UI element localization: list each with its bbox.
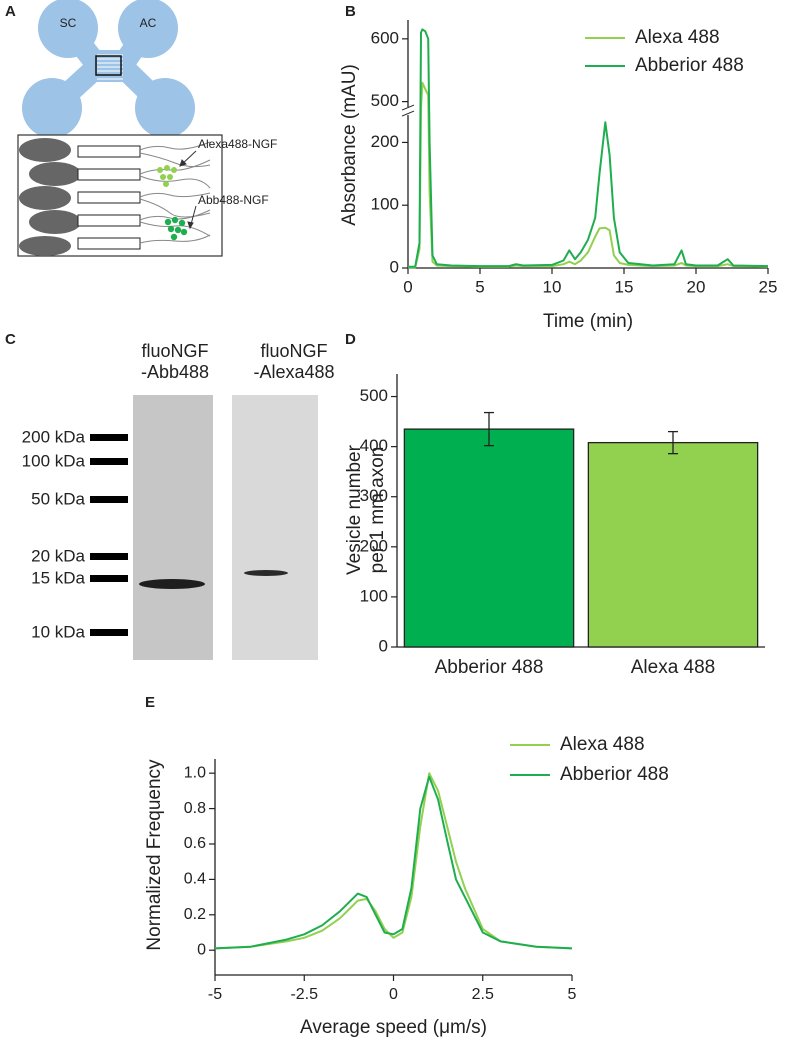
y-tick-label: 0.8 (184, 800, 206, 817)
legend-label: Alexa 488 (560, 734, 645, 755)
y-tick-label: 400 (360, 436, 388, 455)
bar (403, 428, 575, 648)
device-schematic (22, 0, 195, 138)
y-tick-label: 1.0 (184, 764, 206, 781)
y-tick-label: 100 (360, 586, 388, 605)
lane-label: fluoNGF (141, 341, 208, 361)
lane-label: fluoNGF (260, 341, 327, 361)
bar (587, 441, 759, 648)
y-tick-label: 0.2 (184, 906, 206, 923)
marker-label: 15 kDa (31, 568, 85, 587)
legend-label: Abberior 488 (635, 55, 744, 76)
x-tick-label: -2.5 (290, 986, 318, 1003)
legend-label: Abberior 488 (560, 764, 669, 785)
y-tick-label: 0 (390, 257, 399, 276)
x-tick-label: 0 (403, 277, 412, 296)
axis-break (402, 107, 414, 116)
series-line (408, 28, 769, 268)
y-tick-label: 500 (360, 386, 388, 405)
y-tick-label: 0.6 (184, 835, 206, 852)
marker-label: 20 kDa (31, 546, 85, 565)
y-tick-label: 0 (379, 636, 388, 655)
y-tick-label: 600 (371, 28, 399, 47)
y-tick-label: 100 (371, 195, 399, 214)
panel-letter: E (145, 694, 155, 711)
callout-label: Abb488-NGF (198, 193, 269, 207)
callout-label: Alexa488-NGF (198, 137, 277, 151)
lane-label: -Abb488 (141, 362, 209, 382)
x-axis-label: Time (min) (543, 311, 633, 332)
y-tick-label: 200 (371, 132, 399, 151)
y-axis-label: Absorbance (mAU) (339, 64, 360, 226)
marker-label: 200 kDa (22, 427, 86, 446)
y-axis-label: Vesicle number (344, 444, 365, 575)
x-tick-label: 20 (687, 277, 706, 296)
y-tick-label: 0.4 (184, 871, 206, 888)
panel-letter: D (345, 331, 356, 348)
x-axis-label: Average speed (μm/s) (300, 1017, 487, 1038)
x-tick-label: Abberior 488 (435, 657, 544, 678)
axis-break (401, 104, 415, 111)
panel-letter: C (5, 331, 16, 348)
chamber-label: AC (140, 16, 157, 30)
y-tick-label: 300 (360, 486, 388, 505)
x-tick-label: 0 (389, 986, 398, 1003)
chamber-zoom (17, 134, 223, 257)
lane-label: -Alexa488 (253, 362, 334, 382)
x-tick-label: 25 (759, 277, 778, 296)
marker-label: 50 kDa (31, 489, 85, 508)
axis-break (401, 110, 415, 117)
x-tick-label: 15 (615, 277, 634, 296)
y-axis-label: Normalized Frequency (144, 759, 165, 951)
panel-letter: B (345, 3, 356, 20)
x-tick-label: 10 (543, 277, 562, 296)
chamber-label: SC (60, 16, 77, 30)
legend-label: Alexa 488 (635, 27, 720, 48)
marker-label: 100 kDa (22, 451, 86, 470)
x-tick-label: 5 (568, 986, 577, 1003)
y-tick-label: 200 (360, 536, 388, 555)
y-tick-label: 0 (197, 941, 206, 958)
y-tick-label: 500 (371, 91, 399, 110)
x-tick-label: -5 (208, 986, 222, 1003)
x-tick-label: 2.5 (472, 986, 494, 1003)
gel-image (90, 395, 318, 660)
series-line (214, 772, 573, 950)
x-tick-label: 5 (475, 277, 484, 296)
x-tick-label: Alexa 488 (631, 657, 716, 678)
panel-letter: A (5, 3, 16, 20)
series-line (214, 775, 573, 950)
marker-label: 10 kDa (31, 622, 85, 641)
y-axis-label: per 1 mm axon (367, 447, 388, 574)
